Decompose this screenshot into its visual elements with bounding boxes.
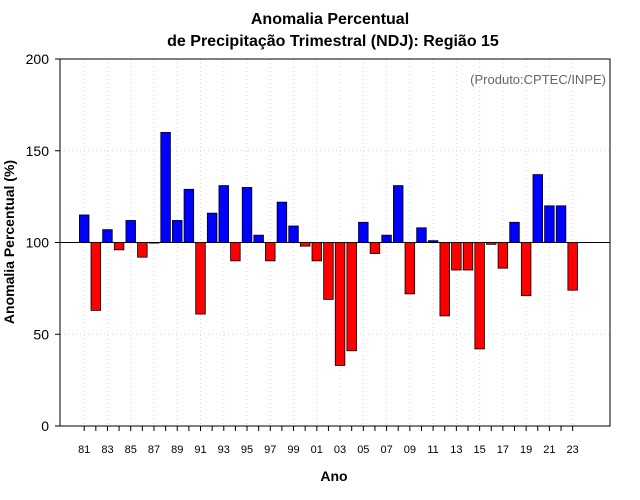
y-axis: 0 50 100 150 200 [26,51,60,434]
bar-1991 [195,242,206,315]
bar-1988 [160,131,171,243]
x-tick-label: 11 [427,444,438,456]
x-tick-label: 81 [78,444,90,456]
bar-1992 [206,212,218,243]
bar-1990 [183,188,195,243]
bar-1985 [125,220,136,243]
bar-2012 [439,242,450,317]
y-tick-label: 0 [41,418,49,434]
y-tick-label: 50 [33,326,49,342]
chart-title: Anomalia Percentual [251,11,409,28]
bar-1984 [113,242,125,251]
bar-2014 [462,242,474,271]
bar-2020 [532,174,543,243]
bar-2018 [509,221,520,243]
chart-subtitle: de Precipitação Trimestral (NDJ): Região… [167,33,499,50]
bar-1995 [241,187,253,243]
bar-2004 [346,242,357,352]
bar-2009 [404,242,416,295]
y-tick-label: 100 [26,235,50,251]
x-tick-label: 89 [171,444,183,456]
bar-1982 [90,242,102,311]
x-tick-label: 19 [520,444,532,456]
x-tick-label: 99 [287,444,299,456]
x-tick-label: 07 [380,444,392,456]
bar-2021 [544,205,555,243]
x-axis: 81 83 85 87 89 91 93 95 97 99 01 03 05 07 09 11 13 15 17 19… [78,426,579,456]
bar-2000 [299,242,311,247]
bar-2003 [334,242,346,366]
y-tick-label: 200 [26,51,50,67]
x-tick-label: 83 [101,444,113,456]
x-tick-label: 15 [473,444,485,456]
x-tick-label: 87 [148,444,160,456]
x-tick-label: 91 [194,444,206,456]
x-tick-label: 93 [218,444,230,456]
x-tick-label: 97 [264,444,276,456]
bar-1999 [288,225,299,243]
bar-2023 [567,242,578,291]
x-tick-label: 13 [450,444,462,456]
x-tick-label: 09 [404,444,416,456]
x-tick-label: 03 [334,444,346,456]
x-tick-label: 95 [241,444,253,456]
bar-2002 [323,242,334,300]
bar-2001 [311,242,323,262]
credit-label: (Produto:CPTEC/INPE) [470,72,606,87]
x-axis-title: Ano [320,468,347,484]
x-tick-label: 23 [567,444,579,456]
bar-2006 [369,242,381,254]
bar-2010 [416,227,427,243]
bar-1998 [276,201,288,243]
bar-1986 [137,242,148,258]
bar-2007 [381,234,392,243]
bar-2013 [451,242,462,271]
x-tick-label: 17 [497,444,509,456]
bar-2005 [358,221,369,243]
x-tick-label: 85 [125,444,137,456]
bar-1989 [172,220,183,243]
bar-2022 [555,205,567,243]
bar-2008 [393,185,404,243]
x-tick-label: 05 [357,444,369,456]
bar-1981 [79,214,90,243]
y-axis-title: Anomalia Percentual (%) [1,160,17,324]
bar-1994 [230,242,241,262]
bar-1993 [218,185,229,243]
y-tick-label: 150 [26,143,50,159]
bar-1983 [102,229,113,243]
bar-1997 [265,242,276,262]
bar-2019 [520,242,532,297]
bar-2015 [474,242,485,350]
bar-1996 [253,234,264,243]
x-tick-label: 01 [311,444,323,456]
bar-2017 [497,242,509,269]
x-tick-label: 21 [543,444,555,456]
